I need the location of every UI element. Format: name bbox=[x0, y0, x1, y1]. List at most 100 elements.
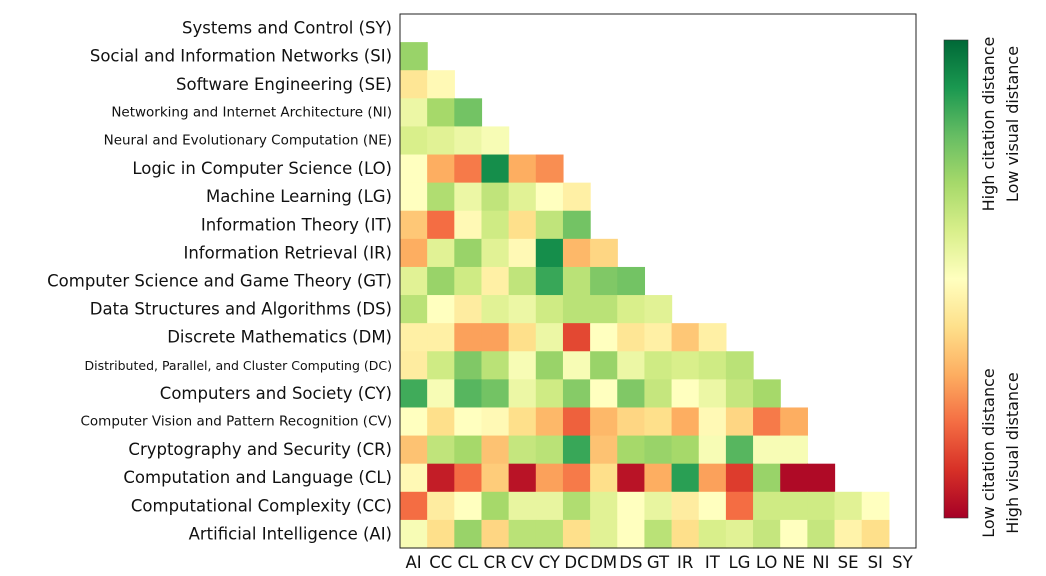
heatmap-cell-cv-ne bbox=[780, 407, 808, 437]
heatmap-cell-cr-ai bbox=[400, 435, 428, 465]
colorbar: High citation distance Low visual distan… bbox=[943, 37, 1022, 538]
heatmap-cell-it-cr bbox=[481, 210, 510, 240]
column-label-sy: SY bbox=[892, 553, 913, 572]
heatmap-cell-cc-ds bbox=[617, 491, 646, 521]
heatmap-cell-cy-cr bbox=[481, 379, 510, 409]
heatmap-cell-dc-it bbox=[698, 351, 727, 380]
heatmap-cell-ni-ai bbox=[400, 98, 428, 128]
heatmap-cell-se-ai bbox=[400, 70, 428, 99]
heatmap-cell-dc-cy bbox=[535, 351, 564, 380]
heatmap-cell-cl-dm bbox=[590, 463, 618, 493]
heatmap-cell-lg-dc bbox=[562, 182, 591, 212]
heatmap-cell-si-ai bbox=[400, 42, 428, 71]
heatmap-cell-ds-dc bbox=[562, 295, 591, 324]
column-label-dm: DM bbox=[590, 553, 617, 572]
heatmap-cell-cc-cy bbox=[535, 491, 564, 521]
heatmap-cell-dc-ai bbox=[400, 351, 428, 380]
heatmap-cell-lg-ai bbox=[400, 182, 428, 212]
column-label-gt: GT bbox=[647, 553, 670, 572]
heatmap-cell-dm-cl bbox=[454, 323, 483, 352]
heatmap-cell-gt-cy bbox=[535, 266, 564, 296]
column-label-si: SI bbox=[868, 553, 883, 572]
heatmap-cell-cc-ir bbox=[671, 491, 700, 521]
heatmap-cell-gt-cl bbox=[454, 266, 483, 296]
heatmap-cell-lo-cv bbox=[508, 154, 537, 184]
row-label-dc: Distributed, Parallel, and Cluster Compu… bbox=[85, 358, 393, 373]
heatmap-cell-ai-ir bbox=[671, 519, 700, 549]
heatmap-cell-ds-gt bbox=[644, 295, 673, 324]
heatmap-cell-ai-dc bbox=[562, 519, 591, 549]
heatmap-cell-dc-dm bbox=[590, 351, 618, 380]
column-label-lo: LO bbox=[756, 553, 778, 572]
column-label-cc: CC bbox=[429, 553, 452, 572]
row-label-ni: Networking and Internet Architecture (NI… bbox=[111, 104, 392, 120]
heatmap-cell-cl-dc bbox=[562, 463, 591, 493]
heatmap-cell-ai-gt bbox=[644, 519, 673, 549]
heatmap-cell-ai-lo bbox=[753, 519, 781, 549]
heatmap-cell-cl-cl bbox=[454, 463, 483, 493]
row-label-lo: Logic in Computer Science (LO) bbox=[132, 159, 392, 178]
row-label-sy: Systems and Control (SY) bbox=[182, 19, 392, 38]
heatmap-cell-cl-ir bbox=[671, 463, 700, 493]
heatmap-cell-ds-cc bbox=[427, 295, 455, 324]
heatmap-cell-ni-cl bbox=[454, 98, 483, 128]
heatmap-cell-dc-cc bbox=[427, 351, 455, 380]
heatmap-cell-cv-gt bbox=[644, 407, 673, 437]
heatmap-cell-cc-cc bbox=[427, 491, 455, 521]
heatmap-cell-cy-lo bbox=[753, 379, 781, 409]
heatmap-cell-cc-cl bbox=[454, 491, 483, 521]
heatmap-cell-dm-it bbox=[698, 323, 727, 352]
heatmap-cell-lo-ai bbox=[400, 154, 428, 184]
heatmap-cell-cr-cc bbox=[427, 435, 455, 465]
column-label-ni: NI bbox=[812, 553, 829, 572]
heatmap-cell-cr-cl bbox=[454, 435, 483, 465]
heatmap-cell-cr-ds bbox=[617, 435, 646, 465]
heatmap-cell-it-cv bbox=[508, 210, 537, 240]
heatmap-cell-ir-ai bbox=[400, 238, 428, 268]
heatmap-cell-cv-ds bbox=[617, 407, 646, 437]
heatmap-cell-ds-dm bbox=[590, 295, 618, 324]
heatmap-cell-cv-cl bbox=[454, 407, 483, 437]
heatmap-cell-cv-lg bbox=[725, 407, 754, 437]
heatmap-cell-gt-cc bbox=[427, 266, 455, 296]
heatmap-cell-ir-cv bbox=[508, 238, 537, 268]
heatmap-cell-ds-cr bbox=[481, 295, 510, 324]
heatmap-cell-lo-cc bbox=[427, 154, 455, 184]
heatmap-cell-ir-cr bbox=[481, 238, 510, 268]
heatmap-cell-cy-it bbox=[698, 379, 727, 409]
heatmap-cell-lo-cy bbox=[535, 154, 564, 184]
heatmap-cell-dm-ir bbox=[671, 323, 700, 352]
heatmap-cell-cc-dm bbox=[590, 491, 618, 521]
heatmap-cell-ai-cc bbox=[427, 519, 455, 549]
heatmap-cell-cr-cy bbox=[535, 435, 564, 465]
heatmap-cell-cy-cy bbox=[535, 379, 564, 409]
plot-frame bbox=[399, 13, 917, 549]
column-label-cr: CR bbox=[484, 553, 507, 572]
heatmap-cell-ai-lg bbox=[725, 519, 754, 549]
heatmap-cell-dc-dc bbox=[562, 351, 591, 380]
heatmap-cell-gt-ai bbox=[400, 266, 428, 296]
column-label-cv: CV bbox=[511, 553, 535, 572]
row-label-it: Information Theory (IT) bbox=[201, 215, 392, 234]
heatmap-cell-dm-cr bbox=[481, 323, 510, 352]
heatmap-cell-dc-ir bbox=[671, 351, 700, 380]
heatmap-cell-cl-it bbox=[698, 463, 727, 493]
row-label-ir: Information Retrieval (IR) bbox=[183, 243, 392, 262]
heatmap-cell-ai-it bbox=[698, 519, 727, 549]
heatmap-cell-cl-ni bbox=[807, 463, 836, 493]
column-label-ds: DS bbox=[619, 553, 642, 572]
row-label-si: Social and Information Networks (SI) bbox=[90, 47, 392, 66]
heatmap-cell-cy-ir bbox=[671, 379, 700, 409]
row-label-dm: Discrete Mathematics (DM) bbox=[167, 328, 392, 347]
heatmap-cell-cy-lg bbox=[725, 379, 754, 409]
row-label-cl: Computation and Language (CL) bbox=[123, 468, 392, 487]
heatmap-cell-cv-dm bbox=[590, 407, 618, 437]
heatmap-cell-cr-lg bbox=[725, 435, 754, 465]
heatmap-cell-ds-cl bbox=[454, 295, 483, 324]
heatmap-cell-cr-cv bbox=[508, 435, 537, 465]
heatmap-cell-dc-ds bbox=[617, 351, 646, 380]
heatmap-cell-lg-cr bbox=[481, 182, 510, 212]
heatmap-cells bbox=[400, 42, 890, 549]
row-label-cr: Cryptography and Security (CR) bbox=[128, 440, 392, 459]
heatmap-cell-ai-se bbox=[834, 519, 863, 549]
